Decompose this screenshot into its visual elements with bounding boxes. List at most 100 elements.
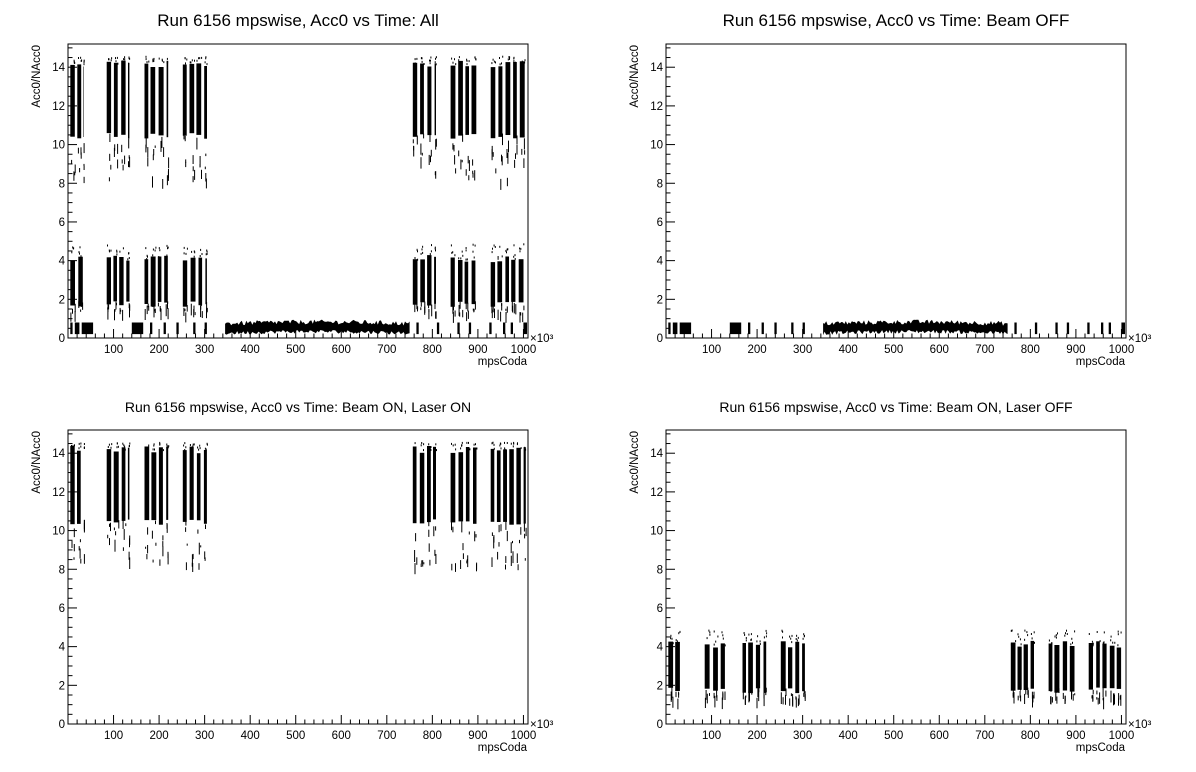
data-point bbox=[745, 639, 747, 642]
data-point bbox=[80, 147, 82, 155]
data-band bbox=[511, 259, 516, 302]
data-point bbox=[416, 304, 418, 310]
data-point bbox=[159, 249, 161, 252]
data-point bbox=[1011, 629, 1013, 632]
data-point bbox=[491, 149, 493, 161]
data-band bbox=[113, 62, 118, 137]
data-point bbox=[183, 307, 185, 316]
data-point bbox=[782, 630, 784, 633]
data-point bbox=[497, 256, 499, 258]
data-band bbox=[412, 446, 417, 524]
data-point bbox=[1114, 694, 1115, 705]
data-point bbox=[473, 443, 475, 446]
data-point bbox=[519, 312, 521, 323]
data-point bbox=[1024, 629, 1026, 632]
data-point bbox=[83, 143, 85, 154]
x-tick-label: 400 bbox=[839, 730, 858, 742]
data-point bbox=[466, 312, 468, 322]
data-point bbox=[433, 526, 435, 537]
data-point bbox=[497, 309, 499, 320]
y-tick-label: 14 bbox=[650, 62, 663, 74]
data-band bbox=[412, 259, 418, 305]
data-point bbox=[450, 244, 452, 247]
data-point bbox=[424, 301, 426, 313]
data-band bbox=[1055, 322, 1058, 335]
data-point bbox=[414, 550, 416, 562]
data-point bbox=[154, 309, 156, 312]
data-band bbox=[763, 641, 767, 693]
data-point bbox=[468, 175, 470, 181]
data-band bbox=[490, 67, 496, 139]
x-tick-label: 800 bbox=[423, 730, 442, 742]
data-band bbox=[420, 63, 424, 135]
data-point bbox=[1117, 644, 1119, 647]
data-point bbox=[415, 448, 417, 451]
y-tick-label: 0 bbox=[59, 719, 65, 731]
data-point bbox=[750, 633, 752, 636]
data-point bbox=[183, 134, 185, 140]
x-tick-label: 500 bbox=[884, 344, 903, 356]
data-point bbox=[1020, 695, 1022, 702]
data-point bbox=[117, 62, 119, 65]
data-point bbox=[183, 444, 185, 447]
data-band bbox=[1109, 645, 1115, 689]
data-point bbox=[458, 257, 460, 260]
data-point bbox=[1019, 691, 1021, 698]
x-tick-label: 900 bbox=[468, 344, 487, 356]
data-point bbox=[199, 447, 201, 450]
data-band bbox=[436, 322, 440, 335]
data-point bbox=[460, 159, 462, 170]
data-point bbox=[512, 445, 514, 448]
data-point bbox=[476, 564, 477, 572]
data-point bbox=[78, 57, 79, 59]
data-point bbox=[749, 696, 750, 702]
data-point bbox=[469, 448, 471, 451]
data-point bbox=[186, 247, 188, 250]
data-point bbox=[159, 559, 161, 566]
data-point bbox=[199, 255, 201, 257]
data-point bbox=[498, 524, 500, 533]
data-point bbox=[204, 447, 206, 450]
data-point bbox=[1118, 693, 1120, 704]
data-point bbox=[206, 249, 208, 252]
data-band bbox=[497, 261, 503, 303]
data-point bbox=[108, 58, 110, 61]
data-point bbox=[115, 531, 117, 536]
data-point bbox=[158, 247, 160, 250]
data-burst bbox=[490, 441, 527, 571]
x-tick-label: 100 bbox=[104, 344, 123, 356]
data-point bbox=[167, 247, 168, 250]
y-tick-label: 6 bbox=[657, 603, 663, 615]
x-tick-label: 300 bbox=[793, 344, 812, 356]
data-point bbox=[166, 175, 168, 186]
data-band bbox=[1030, 640, 1034, 689]
data-point bbox=[417, 258, 419, 261]
data-point bbox=[468, 160, 470, 171]
data-point bbox=[198, 448, 200, 451]
data-point bbox=[796, 639, 798, 642]
data-point bbox=[152, 154, 154, 161]
data-point bbox=[78, 251, 80, 254]
data-band bbox=[1062, 641, 1068, 691]
data-band bbox=[672, 322, 678, 335]
data-point bbox=[493, 60, 495, 63]
data-point bbox=[721, 631, 723, 634]
data-point bbox=[80, 558, 82, 564]
data-point bbox=[804, 691, 806, 699]
data-point bbox=[166, 445, 168, 447]
data-burst bbox=[668, 630, 681, 710]
data-point bbox=[670, 691, 672, 702]
data-point bbox=[765, 688, 767, 696]
data-point bbox=[428, 154, 430, 165]
data-point bbox=[73, 171, 75, 181]
y-axis: 0 2 4 6 8 10 12 14 bbox=[650, 433, 675, 731]
data-point bbox=[510, 442, 512, 445]
data-point bbox=[1064, 634, 1066, 637]
x-tick-label: 900 bbox=[1066, 344, 1085, 356]
y-tick-label: 0 bbox=[59, 333, 65, 345]
data-point bbox=[189, 61, 191, 64]
data-point bbox=[192, 176, 194, 183]
data-point bbox=[797, 698, 799, 707]
y-tick-label: 14 bbox=[52, 448, 65, 460]
data-point bbox=[72, 247, 74, 250]
